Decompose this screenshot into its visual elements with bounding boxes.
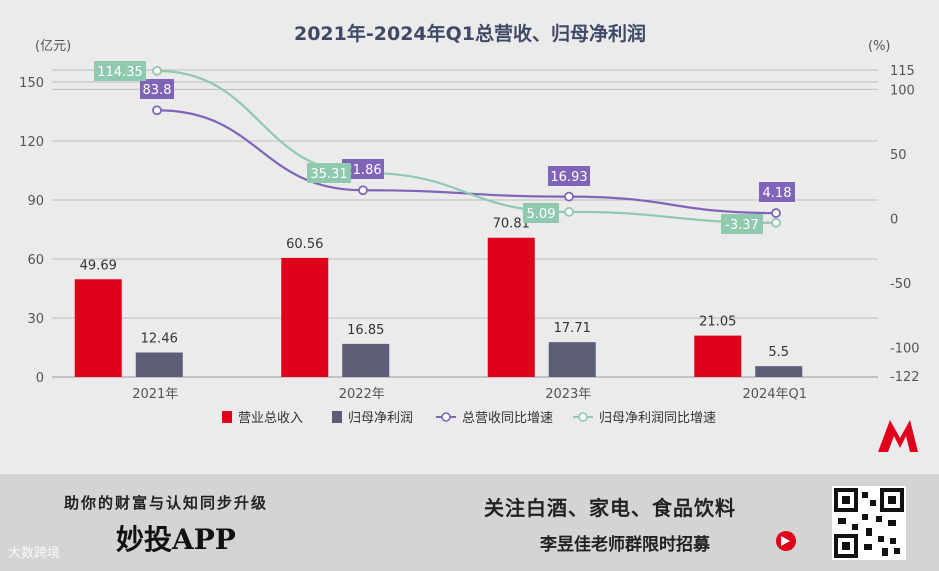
line-point [152,105,162,116]
right-tick-label: 50 [890,148,907,163]
legend-label: 归母净利润 [348,411,413,426]
watermark: 大数跨境 [8,546,61,561]
x-tick-label: 2021年 [132,387,178,402]
bar-revenue [694,335,742,377]
bar-value-label: 12.46 [141,331,178,346]
bar-net-profit [135,352,183,377]
chart: 2021年-2024年Q1总营收、归母净利润 (亿元) (%) 0 30 60 90 1… [19,22,920,452]
line-value-label: 35.31 [310,167,347,182]
right-tick-label: -50 [890,277,911,292]
grid [52,69,878,378]
line-value-badge [759,182,795,202]
line-point [564,207,574,217]
left-tick-label: 150 [19,76,44,91]
line-value-label: 21.86 [344,163,381,178]
x-axis: 2021年 2022年 2023年 2024年Q1 [132,387,807,402]
qr-code-icon [832,486,906,560]
line-value-badge [548,166,590,186]
brand-logo [878,420,918,452]
right-tick-label: 100 [890,83,915,98]
bar-value-label: 60.56 [286,237,323,252]
legend-swatch-marker [441,412,451,422]
bar-value-label: 5.5 [768,345,789,360]
line-value-badge [307,163,351,183]
right-axis: -122 -100 -50 0 50 100 115 [890,64,920,385]
line-point [564,191,574,202]
bars: 49.69 60.56 70.81 21.05 12.46 16.85 17.71 5.5 [74,217,803,377]
left-tick-label: 60 [27,253,44,268]
legend-swatch-marker [578,412,588,422]
line-value-badge [140,79,174,99]
promo-app-name: 妙投APP [116,523,236,556]
bar-revenue [281,257,329,377]
line-value-label: 16.93 [550,170,587,185]
line-profit-growth [156,69,777,224]
line-value-badge [721,214,763,234]
lines: 83.8 21.86 16.93 4.18 114.35 35.31 5.09 -3.37 [94,61,795,234]
legend-label: 总营收同比增速 [462,411,553,426]
x-tick-label: 2024年Q1 [742,387,807,402]
line-value-label: 4.18 [763,186,792,201]
line-value-label: 114.35 [97,65,143,80]
left-tick-label: 0 [36,371,44,386]
promo-slogan: 助你的财富与认知同步升级 [64,494,269,512]
x-tick-label: 2022年 [339,387,385,402]
line-value-label: 5.09 [527,207,556,222]
bar-revenue [74,279,122,377]
left-tick-label: 90 [27,194,44,209]
right-axis-unit: (%) [868,39,891,54]
right-tick-label: -122 [890,370,920,385]
line-point [358,185,368,196]
bar-value-label: 16.85 [347,323,384,338]
line-value-label: 83.8 [143,83,172,98]
line-value-badge [94,61,146,81]
legend: 营业总收入 归母净利润 总营收同比增速 归母净利润同比增速 [222,411,716,426]
left-axis: 0 30 60 90 120 150 [19,76,44,386]
line-point [771,217,781,228]
legend-swatch [222,411,232,423]
promo-footer: 助你的财富与认知同步升级 妙投APP 大数跨境 关注白酒、家电、食品饮料 李昱佳… [0,474,939,571]
legend-swatch [332,411,342,423]
promo-focus: 关注白酒、家电、食品饮料 [484,496,736,520]
chart-title: 2021年-2024年Q1总营收、归母净利润 [294,22,646,45]
bar-revenue [487,237,535,377]
bar-net-profit [342,343,390,377]
line-value-label: -3.37 [725,218,759,233]
line-point [771,208,781,218]
left-axis-unit: (亿元) [35,39,71,54]
arrow-right-icon[interactable] [776,531,796,551]
x-tick-label: 2023年 [545,387,591,402]
left-tick-label: 120 [19,135,44,150]
right-tick-label: -100 [890,342,920,357]
bar-value-label: 21.05 [699,315,736,330]
bar-value-label: 49.69 [80,258,117,273]
bar-net-profit [755,366,803,377]
promo-recruit: 李昱佳老师群限时招募 [540,535,710,555]
line-value-badge [342,159,384,179]
line-value-badge [523,203,559,223]
bar-net-profit [548,342,596,377]
bar-value-label: 17.71 [554,321,591,336]
right-tick-label: 115 [890,64,915,79]
bar-value-label: 70.81 [493,217,530,232]
line-point [152,65,162,76]
line-revenue-growth [156,109,777,215]
right-tick-label: 0 [890,212,898,227]
legend-label: 营业总收入 [238,411,303,426]
left-tick-label: 30 [27,312,44,327]
legend-label: 归母净利润同比增速 [599,411,716,426]
